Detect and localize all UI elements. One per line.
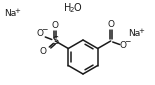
Text: +: + <box>138 28 144 34</box>
Text: S: S <box>52 36 58 46</box>
Text: 2: 2 <box>70 7 74 13</box>
Text: −: − <box>42 26 48 35</box>
Text: Na: Na <box>4 8 16 18</box>
Text: +: + <box>14 8 20 14</box>
Text: H: H <box>64 3 71 13</box>
Text: O: O <box>73 3 81 13</box>
Text: O: O <box>107 20 114 29</box>
Text: −: − <box>124 37 131 46</box>
Text: Na: Na <box>128 29 140 39</box>
Text: O: O <box>119 41 126 50</box>
Text: O: O <box>40 48 47 57</box>
Text: O: O <box>37 29 44 39</box>
Text: O: O <box>52 21 59 30</box>
